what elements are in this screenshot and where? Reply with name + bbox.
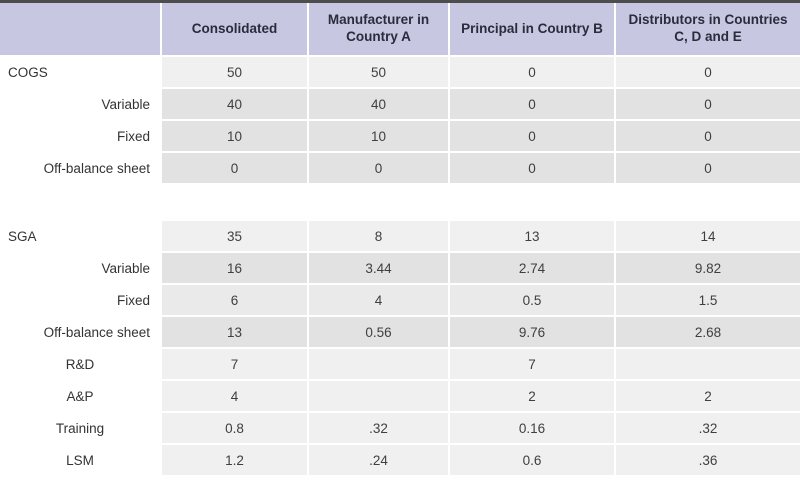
cell-value: 4 [160, 381, 307, 411]
cell-value: 40 [307, 89, 448, 119]
cell-value: .36 [614, 445, 800, 475]
cell-value: 0 [614, 89, 800, 119]
cell-value: 10 [307, 121, 448, 151]
table-row-cogs-variable: Variable 40 40 0 0 [0, 89, 800, 119]
cell-value: 0.8 [160, 413, 307, 443]
cell-value: 40 [160, 89, 307, 119]
cell-value: 2 [448, 381, 614, 411]
cell-value: 0.16 [448, 413, 614, 443]
cell-value: 0.56 [307, 317, 448, 347]
cell-value: 50 [307, 57, 448, 87]
cell-value: 6 [160, 285, 307, 315]
cell-value: 9.82 [614, 253, 800, 283]
table-row-sga: SGA 35 8 13 14 [0, 221, 800, 251]
cell-value: 9.76 [448, 317, 614, 347]
cell-value: 4 [307, 285, 448, 315]
header-cell-distributors: Distributors in Countries C, D and E [614, 3, 800, 55]
header-cell-blank [0, 3, 160, 55]
header-cell-principal: Principal in Country B [448, 3, 614, 55]
cell-value [307, 381, 448, 411]
cell-value: 0 [448, 153, 614, 183]
cell-value: 0.5 [448, 285, 614, 315]
table-header-row: Consolidated Manufacturer in Country A P… [0, 3, 800, 55]
cell-value: 16 [160, 253, 307, 283]
table-row-training: Training 0.8 .32 0.16 .32 [0, 413, 800, 443]
cell-value: 2 [614, 381, 800, 411]
header-cell-consolidated: Consolidated [160, 3, 307, 55]
cell-value: 3.44 [307, 253, 448, 283]
cell-value: 0.6 [448, 445, 614, 475]
cell-value [307, 349, 448, 379]
row-label: Off-balance sheet [0, 317, 160, 347]
row-label: LSM [0, 445, 160, 475]
table-row-sga-variable: Variable 16 3.44 2.74 9.82 [0, 253, 800, 283]
cell-value [614, 349, 800, 379]
cell-value: 0 [307, 153, 448, 183]
cell-value: 1.2 [160, 445, 307, 475]
cell-value: 0 [448, 57, 614, 87]
cell-value: .32 [307, 413, 448, 443]
cell-value: 0 [448, 89, 614, 119]
row-label: COGS [0, 57, 160, 87]
top-rule [0, 0, 800, 3]
header-cell-manufacturer: Manufacturer in Country A [307, 3, 448, 55]
cell-value: 2.74 [448, 253, 614, 283]
row-label: SGA [0, 221, 160, 251]
row-label: Off-balance sheet [0, 153, 160, 183]
block-spacer [0, 185, 800, 221]
cell-value: 10 [160, 121, 307, 151]
cell-value: 7 [448, 349, 614, 379]
cell-value: 13 [448, 221, 614, 251]
table-row-cogs-fixed: Fixed 10 10 0 0 [0, 121, 800, 151]
cell-value: 0 [614, 57, 800, 87]
row-label: Training [0, 413, 160, 443]
table-row-sga-fixed: Fixed 6 4 0.5 1.5 [0, 285, 800, 315]
cell-value: 8 [307, 221, 448, 251]
cell-value: 0 [160, 153, 307, 183]
cell-value: 14 [614, 221, 800, 251]
cell-value: 7 [160, 349, 307, 379]
cell-value: 0 [448, 121, 614, 151]
table-row-cogs-offbalance: Off-balance sheet 0 0 0 0 [0, 153, 800, 183]
cell-value: 0 [614, 153, 800, 183]
row-label: Variable [0, 89, 160, 119]
cell-value: 35 [160, 221, 307, 251]
cell-value: 13 [160, 317, 307, 347]
table-row-lsm: LSM 1.2 .24 0.6 .36 [0, 445, 800, 475]
row-label: Fixed [0, 121, 160, 151]
cell-value: 1.5 [614, 285, 800, 315]
cell-value: 0 [614, 121, 800, 151]
table-row-cogs: COGS 50 50 0 0 [0, 57, 800, 87]
row-label: Fixed [0, 285, 160, 315]
table-row-ap: A&P 4 2 2 [0, 381, 800, 411]
cell-value: 50 [160, 57, 307, 87]
row-label: R&D [0, 349, 160, 379]
cell-value: .32 [614, 413, 800, 443]
row-label: Variable [0, 253, 160, 283]
row-label: A&P [0, 381, 160, 411]
cell-value: .24 [307, 445, 448, 475]
cell-value: 2.68 [614, 317, 800, 347]
table-row-sga-offbalance: Off-balance sheet 13 0.56 9.76 2.68 [0, 317, 800, 347]
table-row-rnd: R&D 7 7 [0, 349, 800, 379]
